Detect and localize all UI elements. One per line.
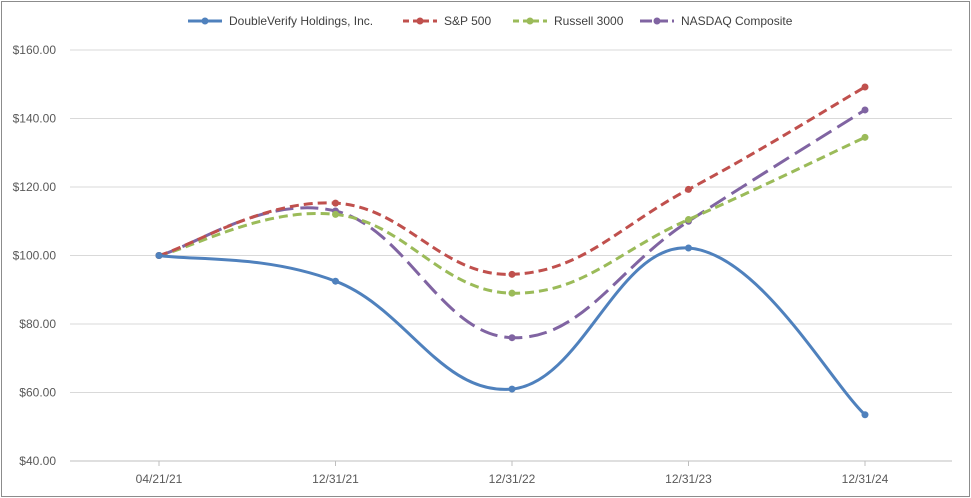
y-tick-label: $40.00 bbox=[19, 454, 56, 468]
data-point-s-p-500 bbox=[332, 199, 339, 207]
x-tick-label: 12/31/24 bbox=[842, 472, 889, 486]
data-point-doubleverify-holdings-inc bbox=[332, 277, 339, 285]
data-point-russell-3000 bbox=[685, 216, 692, 224]
y-tick-label: $80.00 bbox=[19, 317, 56, 331]
x-tick-label: 12/31/22 bbox=[489, 472, 536, 486]
y-tick-label: $120.00 bbox=[13, 180, 57, 194]
data-point-nasdaq-composite bbox=[508, 334, 516, 342]
legend-label: DoubleVerify Holdings, Inc. bbox=[229, 14, 373, 28]
y-tick-label: $100.00 bbox=[13, 249, 57, 263]
legend: DoubleVerify Holdings, Inc. S&P 500 Russel… bbox=[188, 14, 793, 28]
x-tick-label: 12/31/23 bbox=[665, 472, 712, 486]
series-line-russell-3000 bbox=[158, 135, 866, 295]
legend-marker bbox=[526, 17, 534, 25]
data-point-nasdaq-composite bbox=[861, 106, 869, 114]
legend-label: S&P 500 bbox=[444, 14, 491, 28]
series-lines bbox=[155, 83, 869, 419]
data-point-russell-3000 bbox=[861, 133, 869, 141]
data-point-doubleverify-holdings-inc bbox=[685, 244, 692, 252]
series-line-s-p-500 bbox=[158, 85, 866, 276]
series-line-nasdaq-composite bbox=[158, 108, 866, 340]
data-point-doubleverify-holdings-inc bbox=[155, 252, 163, 259]
data-point-russell-3000 bbox=[508, 289, 516, 297]
data-point-s-p-500 bbox=[685, 185, 692, 193]
series-line-doubleverify-holdings-inc bbox=[158, 246, 867, 416]
legend-marker bbox=[416, 17, 424, 25]
legend-label: Russell 3000 bbox=[554, 14, 624, 28]
y-axis: $40.00 $60.00 $80.00 $100.00 $120.00 $140.00 $… bbox=[13, 43, 57, 468]
gridlines bbox=[70, 49, 952, 462]
legend-item-nasdaq-composite: NASDAQ Composite bbox=[640, 14, 793, 28]
data-point-russell-3000 bbox=[332, 210, 339, 218]
data-point-s-p-500 bbox=[861, 83, 869, 91]
legend-label: NASDAQ Composite bbox=[681, 14, 793, 28]
data-point-doubleverify-holdings-inc bbox=[508, 385, 516, 393]
y-tick-label: $160.00 bbox=[13, 43, 57, 57]
legend-marker bbox=[653, 17, 661, 25]
data-point-s-p-500 bbox=[508, 270, 516, 278]
legend-item-russell-3000: Russell 3000 bbox=[513, 14, 624, 28]
legend-item-s-p-500: S&P 500 bbox=[403, 14, 491, 28]
legend-item-doubleverify-holdings-inc: DoubleVerify Holdings, Inc. bbox=[188, 14, 373, 28]
x-tick-label: 12/31/21 bbox=[312, 472, 359, 486]
y-tick-label: $140.00 bbox=[13, 112, 57, 126]
legend-marker bbox=[201, 17, 209, 25]
x-tick-label: 04/21/21 bbox=[136, 472, 183, 486]
y-tick-label: $60.00 bbox=[19, 386, 56, 400]
x-axis: 04/21/21 12/31/21 12/31/22 12/31/23 12/31/24 bbox=[136, 461, 889, 486]
data-point-doubleverify-holdings-inc bbox=[861, 411, 869, 419]
